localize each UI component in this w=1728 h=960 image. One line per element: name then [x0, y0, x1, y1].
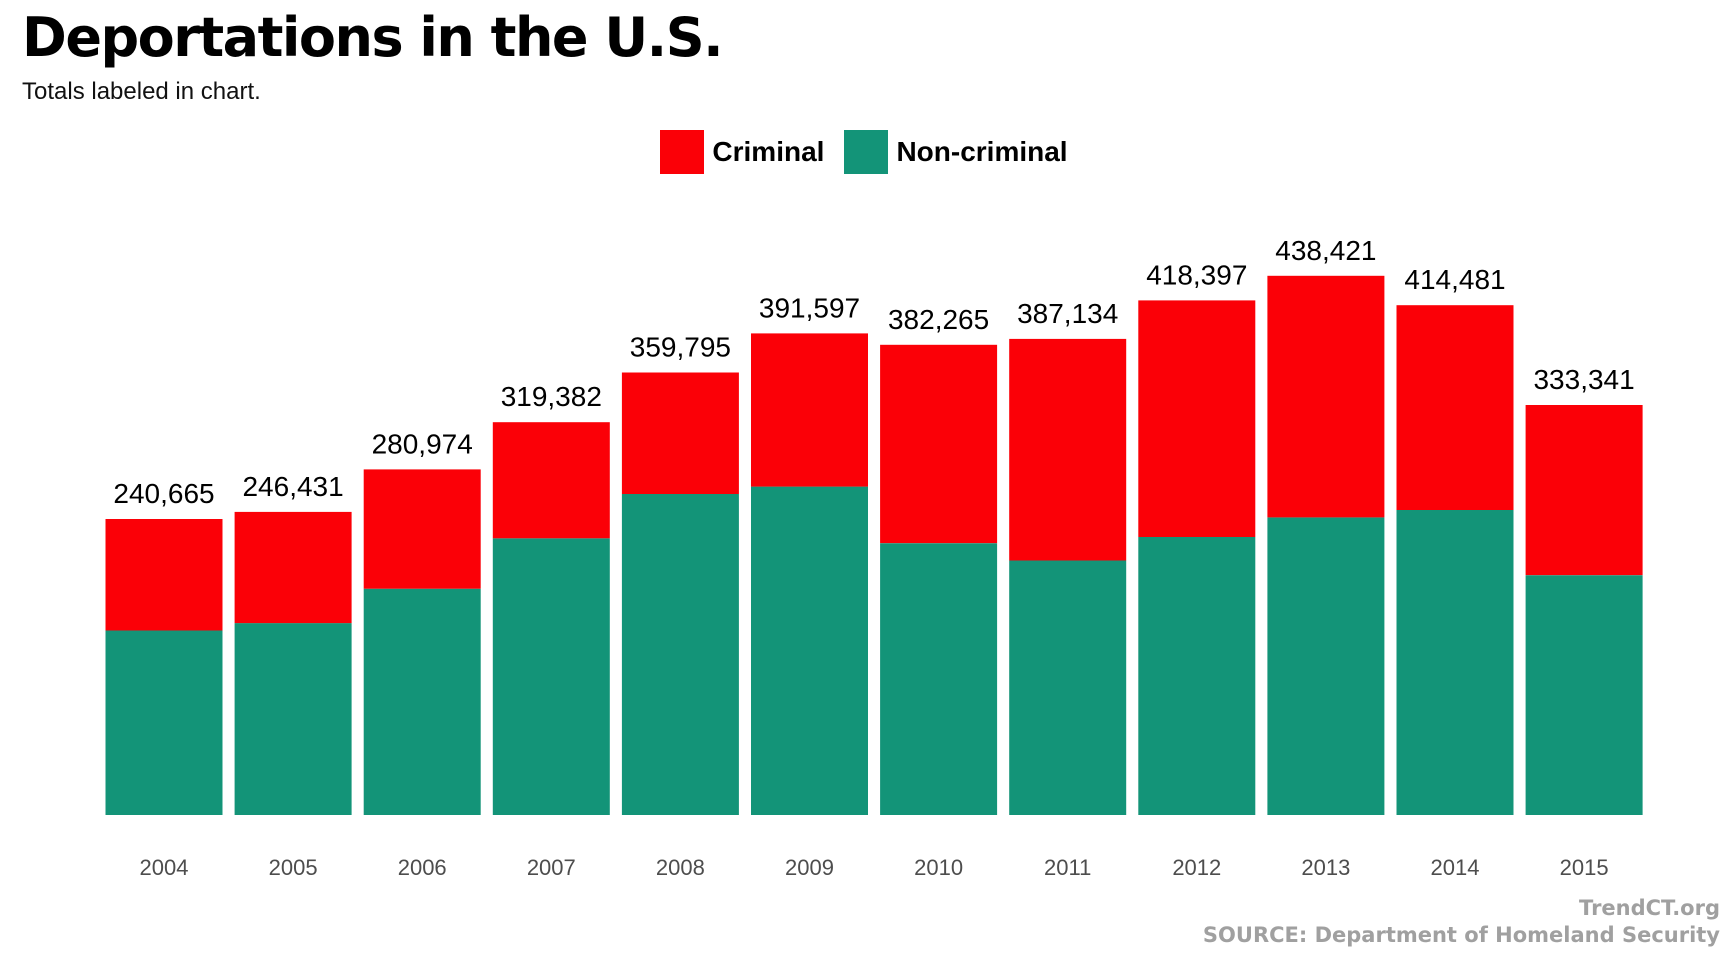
credit-label: TrendCT.org	[1579, 896, 1720, 920]
x-tick-label-2006: 2006	[398, 855, 447, 880]
bar-non-criminal-2008	[621, 494, 739, 815]
bar-non-criminal-2007	[492, 538, 610, 815]
x-tick-label-2011: 2011	[1044, 855, 1091, 880]
bar-criminal-2006	[363, 469, 481, 589]
total-label-2013: 438,421	[1275, 235, 1376, 266]
legend-swatch-non-criminal	[844, 130, 889, 174]
x-tick-label-2007: 2007	[527, 855, 576, 880]
bar-group-2005: 246,431 2005	[234, 471, 352, 880]
total-label-2015: 333,341	[1533, 364, 1634, 395]
total-label-2012: 418,397	[1146, 259, 1247, 290]
chart-title: Deportations in the U.S.	[22, 6, 724, 69]
total-label-2010: 382,265	[888, 304, 989, 335]
bar-criminal-2005	[234, 511, 352, 624]
bar-criminal-2015	[1525, 405, 1643, 576]
bar-group-2009: 391,597 2009	[751, 292, 868, 880]
total-label-2005: 246,431	[242, 471, 343, 502]
bar-group-2007: 319,382 2007	[492, 381, 610, 880]
bar-group-2013: 438,421 2013	[1267, 235, 1385, 880]
bar-non-criminal-2004	[105, 630, 223, 815]
legend-label-criminal: Criminal	[712, 136, 825, 167]
legend-label-non-criminal: Non-criminal	[896, 136, 1068, 167]
bar-group-2004: 240,665 2004	[105, 478, 223, 880]
x-tick-label-2008: 2008	[656, 855, 705, 880]
total-label-2009: 391,597	[759, 292, 860, 323]
x-tick-label-2005: 2005	[269, 855, 318, 880]
bar-non-criminal-2011	[1009, 560, 1127, 815]
bar-non-criminal-2014	[1396, 510, 1514, 815]
bar-non-criminal-2015	[1525, 575, 1643, 815]
bar-non-criminal-2013	[1267, 517, 1385, 815]
bar-criminal-2013	[1267, 275, 1385, 518]
bar-criminal-2012	[1138, 300, 1256, 537]
bar-criminal-2008	[621, 372, 739, 494]
bar-criminal-2014	[1396, 305, 1514, 510]
x-tick-label-2004: 2004	[140, 855, 189, 880]
x-tick-label-2015: 2015	[1560, 855, 1609, 880]
bar-criminal-2009	[751, 333, 868, 487]
bar-group-2011: 387,134 2011	[1009, 298, 1127, 880]
bar-non-criminal-2012	[1138, 537, 1256, 815]
bar-group-2012: 418,397 2012	[1138, 259, 1256, 880]
bar-group-2006: 280,974 2006	[363, 428, 481, 880]
chart-legend: Criminal Non-criminal	[0, 130, 1728, 174]
x-tick-label-2013: 2013	[1301, 855, 1350, 880]
bar-non-criminal-2009	[751, 486, 868, 815]
bar-group-2014: 414,481 2014	[1396, 264, 1514, 880]
legend-item-non-criminal: Non-criminal	[844, 130, 1068, 174]
total-label-2014: 414,481	[1404, 264, 1505, 295]
total-label-2007: 319,382	[501, 381, 602, 412]
bar-criminal-2011	[1009, 338, 1127, 561]
bar-group-2015: 333,341 2015	[1525, 364, 1643, 880]
total-label-2004: 240,665	[113, 478, 214, 509]
bar-group-2008: 359,795 2008	[621, 332, 739, 880]
total-label-2006: 280,974	[372, 428, 473, 459]
x-tick-label-2014: 2014	[1431, 855, 1480, 880]
bar-non-criminal-2005	[234, 623, 352, 815]
bar-group-2010: 382,265 2010	[880, 304, 998, 880]
bar-criminal-2004	[105, 519, 223, 631]
source-label: SOURCE: Department of Homeland Security	[1202, 923, 1720, 947]
x-tick-label-2010: 2010	[914, 855, 963, 880]
chart-subtitle: Totals labeled in chart.	[22, 78, 261, 105]
legend-swatch-criminal	[660, 130, 705, 174]
bar-criminal-2010	[880, 344, 998, 544]
bar-non-criminal-2010	[880, 543, 998, 815]
legend-item-criminal: Criminal	[660, 130, 824, 174]
bar-criminal-2007	[492, 422, 610, 539]
bar-non-criminal-2006	[363, 588, 481, 815]
total-label-2008: 359,795	[630, 332, 731, 363]
total-label-2011: 387,134	[1017, 298, 1118, 329]
x-tick-label-2009: 2009	[785, 855, 834, 880]
x-tick-label-2012: 2012	[1172, 855, 1221, 880]
